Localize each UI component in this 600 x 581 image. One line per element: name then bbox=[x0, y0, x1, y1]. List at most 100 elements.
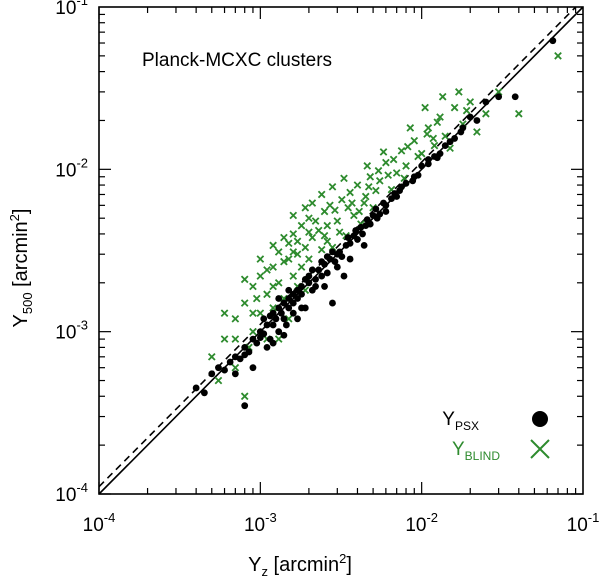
data-point-psx bbox=[200, 389, 208, 397]
data-point-psx bbox=[263, 321, 271, 329]
data-point-psx bbox=[308, 266, 316, 274]
data-point-blind bbox=[353, 181, 362, 189]
data-point-psx bbox=[226, 358, 234, 366]
data-point-blind bbox=[360, 199, 368, 207]
data-point-blind bbox=[289, 230, 298, 238]
data-point-psx bbox=[396, 187, 404, 194]
data-point-psx bbox=[298, 304, 305, 312]
data-point-psx bbox=[269, 339, 277, 347]
x-tick-label: 10-3 bbox=[244, 510, 277, 536]
data-point-psx bbox=[323, 269, 331, 277]
data-point-blind bbox=[389, 155, 398, 164]
data-point-blind bbox=[263, 266, 271, 274]
data-point-psx bbox=[253, 339, 261, 347]
data-point-blind bbox=[293, 237, 302, 246]
data-point-blind bbox=[269, 282, 277, 291]
y-tick-label: 10-3 bbox=[55, 318, 88, 344]
data-point-blind bbox=[406, 124, 415, 132]
data-point-psx bbox=[511, 93, 519, 101]
data-point-psx bbox=[466, 113, 474, 121]
data-point-psx bbox=[441, 142, 449, 150]
data-point-psx bbox=[294, 315, 301, 323]
data-point-blind bbox=[305, 228, 313, 237]
data-point-psx bbox=[285, 286, 293, 294]
data-point-psx bbox=[289, 299, 297, 307]
data-point-blind bbox=[424, 124, 433, 132]
data-point-blind bbox=[231, 363, 240, 372]
data-point-psx bbox=[323, 253, 331, 261]
data-point-blind bbox=[375, 176, 384, 185]
legend-blind-label: YBLIND bbox=[452, 439, 500, 463]
data-point-blind bbox=[494, 88, 503, 96]
data-point-blind bbox=[382, 158, 390, 167]
data-point-blind bbox=[274, 248, 283, 256]
data-point-blind bbox=[320, 207, 329, 216]
data-point-blind bbox=[249, 282, 257, 291]
data-point-blind bbox=[346, 188, 354, 197]
data-point-psx bbox=[373, 214, 381, 222]
data-point-blind bbox=[372, 186, 380, 195]
legend-psx-marker bbox=[532, 411, 548, 427]
data-point-blind bbox=[269, 304, 277, 312]
data-point-psx bbox=[208, 370, 216, 378]
data-point-blind bbox=[421, 103, 429, 112]
data-point-psx bbox=[344, 234, 352, 241]
data-point-blind bbox=[214, 376, 223, 385]
data-point-psx bbox=[414, 171, 422, 179]
data-point-psx bbox=[275, 304, 283, 312]
data-point-psx bbox=[215, 364, 222, 372]
data-point-blind bbox=[289, 211, 298, 220]
data-point-blind bbox=[331, 206, 339, 215]
data-point-psx bbox=[380, 199, 387, 207]
data-point-blind bbox=[314, 226, 323, 235]
data-point-psx bbox=[312, 275, 319, 283]
data-point-blind bbox=[256, 272, 265, 280]
data-point-psx bbox=[221, 366, 228, 374]
data-point-blind bbox=[473, 128, 481, 136]
data-point-blind bbox=[384, 171, 393, 180]
data-point-psx bbox=[318, 258, 326, 266]
blind-points bbox=[207, 52, 562, 401]
data-point-blind bbox=[249, 327, 257, 336]
x-tick-label: 10-1 bbox=[567, 510, 600, 536]
data-point-blind bbox=[289, 272, 298, 280]
data-point-blind bbox=[455, 88, 463, 96]
y-tick-label: 10-2 bbox=[55, 155, 88, 181]
data-point-blind bbox=[350, 211, 358, 220]
data-point-psx bbox=[482, 98, 490, 106]
data-point-psx bbox=[424, 156, 432, 163]
data-point-blind bbox=[462, 106, 471, 115]
data-point-blind bbox=[297, 221, 306, 230]
data-point-blind bbox=[207, 352, 216, 361]
y-tick-label: 10-1 bbox=[55, 0, 88, 19]
data-point-psx bbox=[260, 330, 268, 338]
x-axis-label: Yz [arcmin2] bbox=[248, 551, 352, 579]
data-point-blind bbox=[466, 98, 475, 106]
data-point-psx bbox=[402, 179, 410, 187]
data-point-psx bbox=[280, 331, 288, 339]
data-point-blind bbox=[333, 217, 342, 225]
data-point-blind bbox=[323, 221, 332, 230]
data-point-psx bbox=[289, 290, 297, 298]
data-point-psx bbox=[321, 283, 328, 290]
data-point-psx bbox=[473, 117, 481, 124]
psx-points bbox=[192, 37, 557, 410]
data-point-blind bbox=[252, 294, 261, 303]
axis-ticks bbox=[98, 7, 583, 495]
data-point-blind bbox=[374, 166, 383, 175]
data-point-psx bbox=[280, 299, 288, 307]
data-point-psx bbox=[329, 248, 336, 256]
data-point-psx bbox=[298, 290, 305, 298]
data-point-psx bbox=[289, 309, 297, 317]
data-point-blind bbox=[308, 233, 317, 242]
data-point-psx bbox=[280, 315, 288, 323]
data-point-blind bbox=[554, 52, 562, 60]
data-point-blind bbox=[355, 207, 364, 216]
tick-labels: 10-4 10-4 10-3 10-3 10-2 10-2 10-1 10-1 bbox=[55, 0, 599, 536]
data-point-psx bbox=[391, 190, 399, 197]
data-point-blind bbox=[429, 134, 438, 143]
data-point-blind bbox=[317, 245, 326, 254]
data-point-blind bbox=[392, 169, 401, 177]
data-point-blind bbox=[240, 392, 249, 401]
